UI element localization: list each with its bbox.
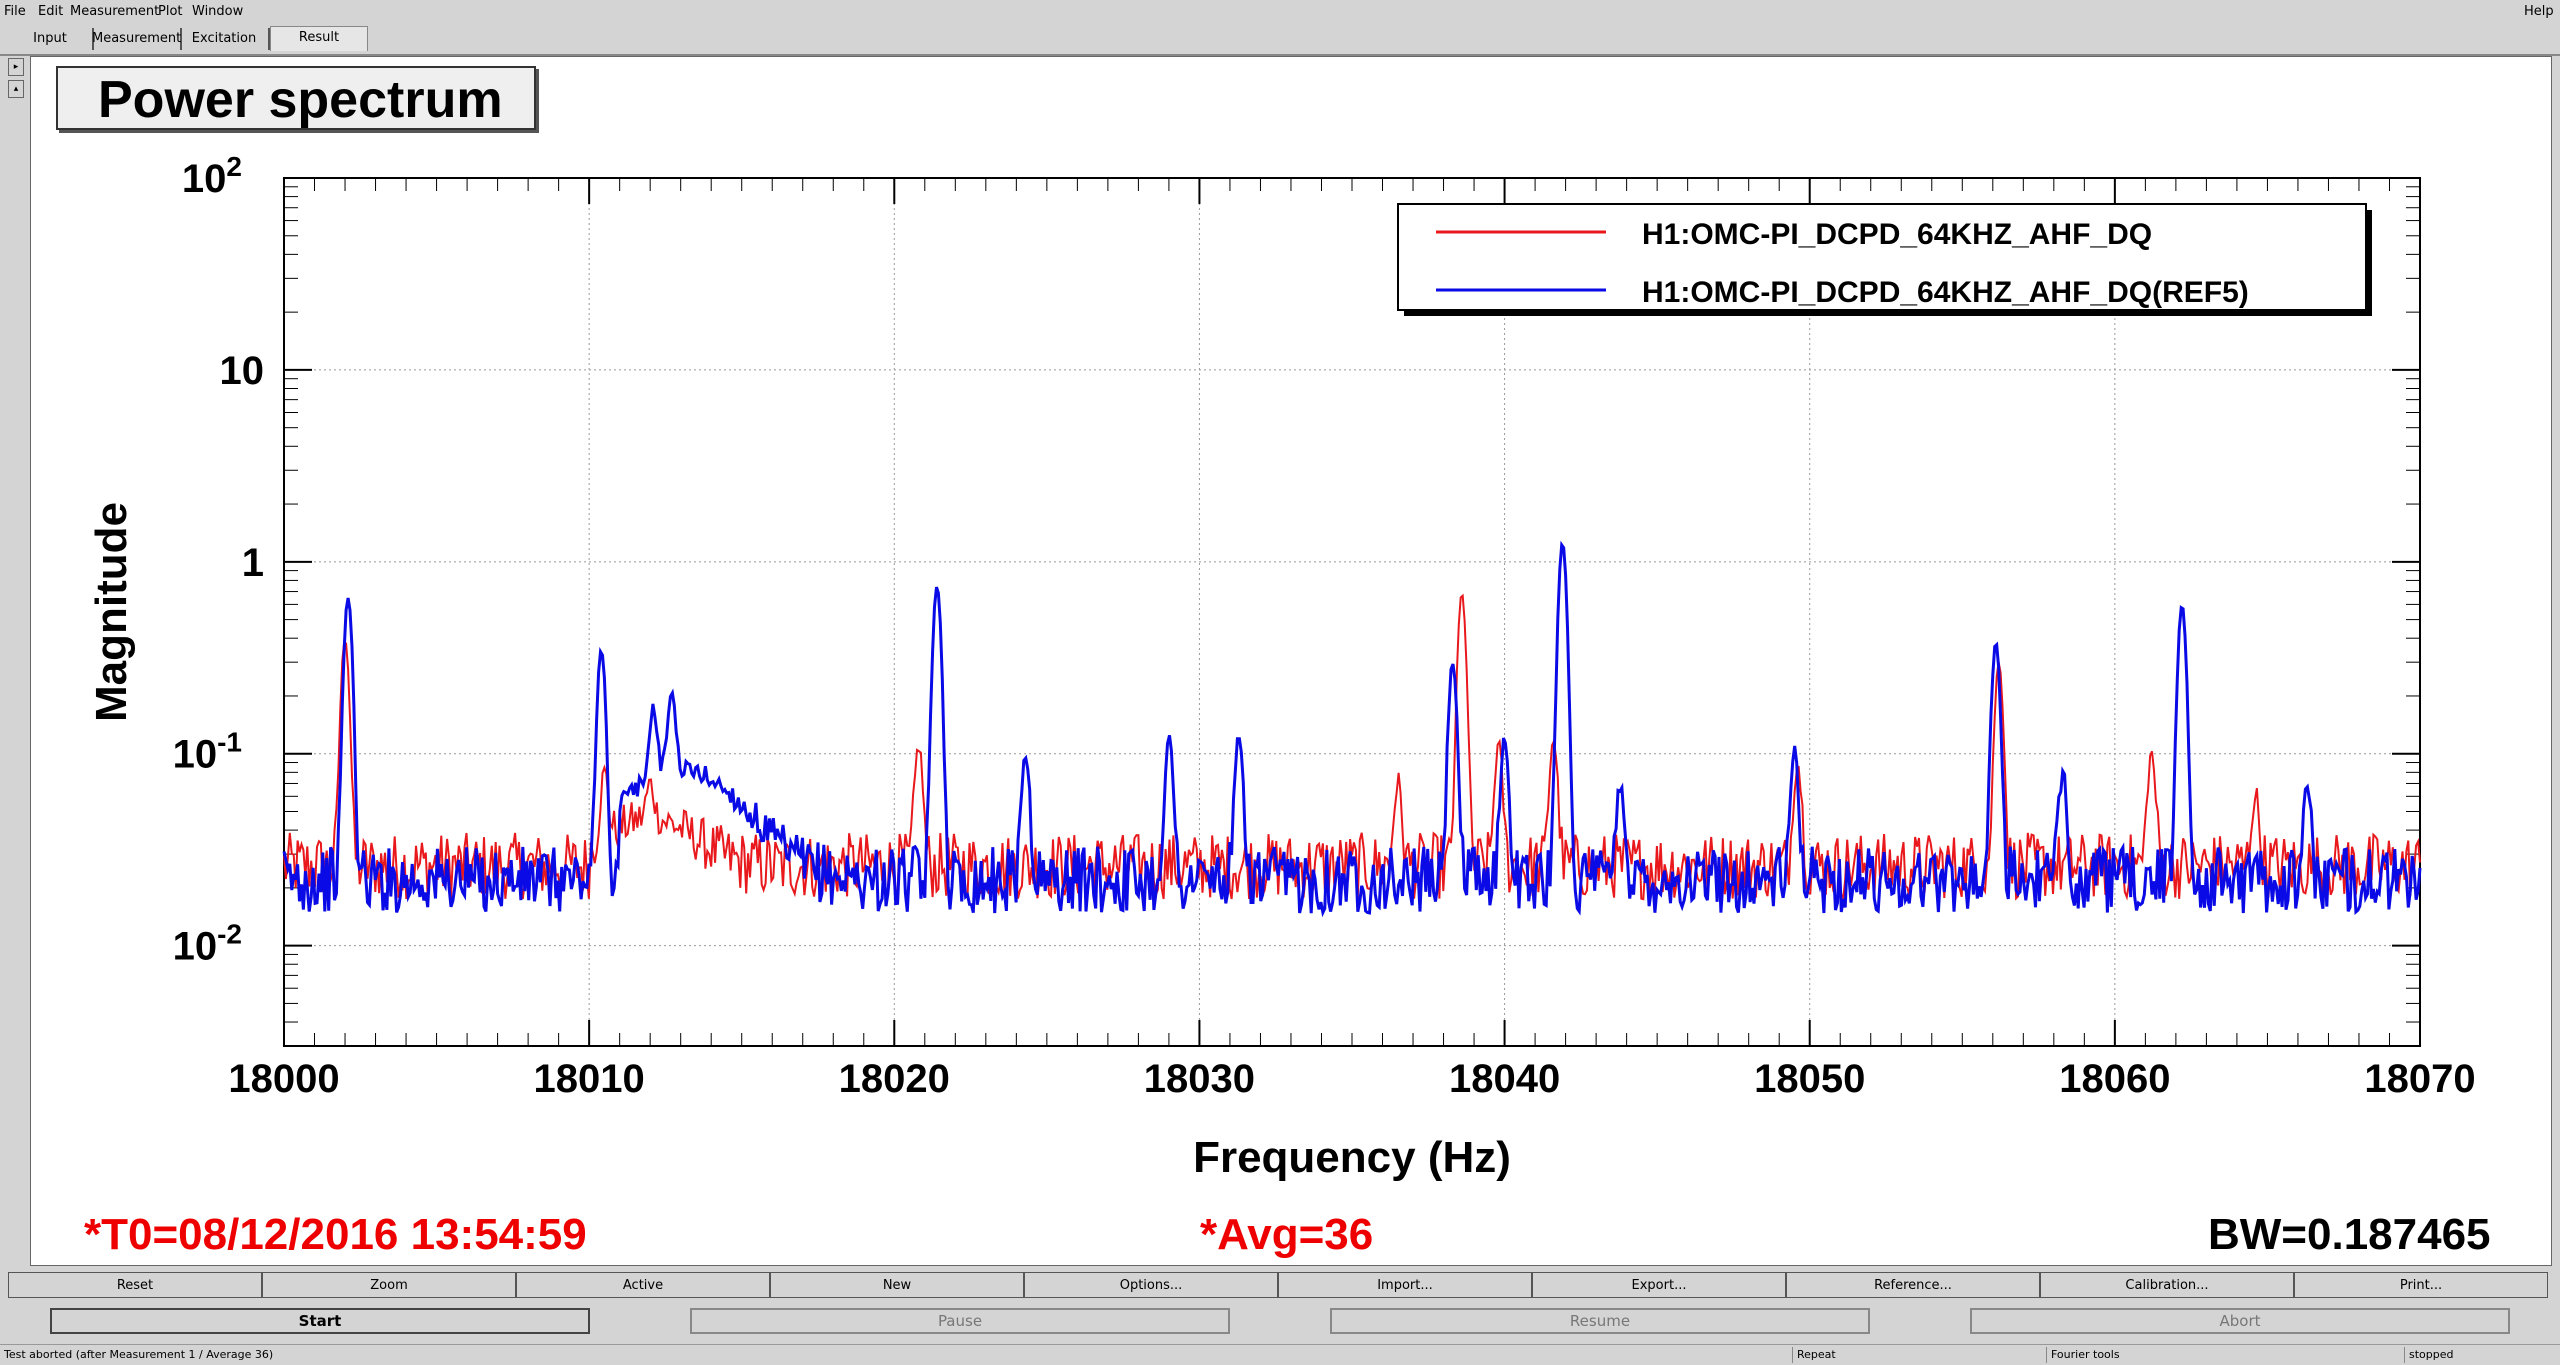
- menu-measurement[interactable]: Measurement: [70, 4, 160, 19]
- y-tick-label: 10-1: [173, 727, 242, 777]
- scroll-right-icon[interactable]: ▸: [8, 58, 24, 76]
- status-bar: Test aborted (after Measurement 1 / Aver…: [0, 1344, 2560, 1365]
- x-axis-label: Frequency (Hz): [1193, 1133, 1511, 1182]
- status-state: stopped: [2404, 1347, 2559, 1363]
- menu-bar: File Edit Measurement Plot Window Help: [0, 0, 2560, 24]
- scroll-up-icon[interactable]: ▴: [8, 80, 24, 98]
- traces: [282, 540, 2422, 918]
- start-button[interactable]: Start: [50, 1308, 590, 1334]
- new-button[interactable]: New: [770, 1272, 1024, 1298]
- bw-annotation: BW=0.187465: [2208, 1210, 2491, 1259]
- t0-annotation: *T0=08/12/2016 13:54:59: [84, 1210, 587, 1259]
- reference-button[interactable]: Reference...: [1786, 1272, 2040, 1298]
- tick-labels: 18000 18010 18020 18030 18040 18050 18060 18070…: [173, 151, 2476, 1101]
- tab-result[interactable]: Result: [270, 26, 368, 51]
- active-button[interactable]: Active: [516, 1272, 770, 1298]
- x-tick-label: 18060: [2059, 1057, 2170, 1101]
- tab-input[interactable]: Input: [8, 28, 94, 50]
- export-button[interactable]: Export...: [1532, 1272, 1786, 1298]
- legend: H1:OMC-PI_DCPD_64KHZ_AHF_DQ H1:OMC-PI_DCP…: [1397, 203, 2372, 316]
- options-button[interactable]: Options...: [1024, 1272, 1278, 1298]
- menu-window[interactable]: Window: [192, 4, 244, 19]
- control-button-row: Start Pause Resume Abort: [0, 1302, 2560, 1342]
- pad-scroll: ▸ ▴: [8, 58, 24, 102]
- tab-measurement[interactable]: Measurement: [92, 28, 182, 50]
- menu-help[interactable]: Help: [2524, 4, 2554, 19]
- reset-button[interactable]: Reset: [8, 1272, 262, 1298]
- calibration-button[interactable]: Calibration...: [2040, 1272, 2294, 1298]
- legend-entry: H1:OMC-PI_DCPD_64KHZ_AHF_DQ: [1642, 218, 2152, 251]
- status-message: Test aborted (after Measurement 1 / Aver…: [4, 1348, 274, 1361]
- x-tick-label: 18000: [228, 1057, 339, 1101]
- status-tools: Fourier tools: [2046, 1347, 2391, 1363]
- spectrum-plot: 18000 18010 18020 18030 18040 18050 18060 18070…: [87, 151, 2476, 1182]
- menu-edit[interactable]: Edit: [38, 4, 64, 19]
- x-tick-label: 18070: [2364, 1057, 2475, 1101]
- avg-annotation: *Avg=36: [1200, 1210, 1374, 1259]
- plot-button-row: Reset Zoom Active New Options... Import.…: [8, 1272, 2556, 1300]
- legend-box: [1397, 203, 2367, 311]
- x-tick-label: 18040: [1449, 1057, 1560, 1101]
- tab-excitation[interactable]: Excitation: [180, 28, 270, 50]
- y-tick-label: 102: [182, 151, 242, 201]
- x-tick-label: 18010: [534, 1057, 645, 1101]
- x-tick-label: 18050: [1754, 1057, 1865, 1101]
- abort-button[interactable]: Abort: [1970, 1308, 2510, 1334]
- x-tick-label: 18020: [839, 1057, 950, 1101]
- status-repeat: Repeat: [1792, 1347, 2037, 1363]
- menu-plot[interactable]: Plot: [158, 4, 183, 19]
- plot-title: Power spectrum: [56, 66, 536, 130]
- y-axis-label: Magnitude: [87, 502, 136, 722]
- legend-entry: H1:OMC-PI_DCPD_64KHZ_AHF_DQ(REF5): [1642, 276, 2249, 309]
- y-tick-label: 1: [242, 541, 264, 585]
- pause-button[interactable]: Pause: [690, 1308, 1230, 1334]
- tab-bar: Input Measurement Excitation Result: [0, 24, 2560, 56]
- axis-ticks: [283, 177, 2421, 1046]
- print-button[interactable]: Print...: [2294, 1272, 2548, 1298]
- resume-button[interactable]: Resume: [1330, 1308, 1870, 1334]
- plot-frame: [283, 177, 2421, 1047]
- y-tick-label: 10-2: [173, 919, 242, 969]
- import-button[interactable]: Import...: [1278, 1272, 1532, 1298]
- y-tick-label: 10: [220, 349, 265, 393]
- x-tick-label: 18030: [1144, 1057, 1255, 1101]
- series-line-blue: [282, 540, 2422, 918]
- menu-file[interactable]: File: [4, 4, 26, 19]
- zoom-button[interactable]: Zoom: [262, 1272, 516, 1298]
